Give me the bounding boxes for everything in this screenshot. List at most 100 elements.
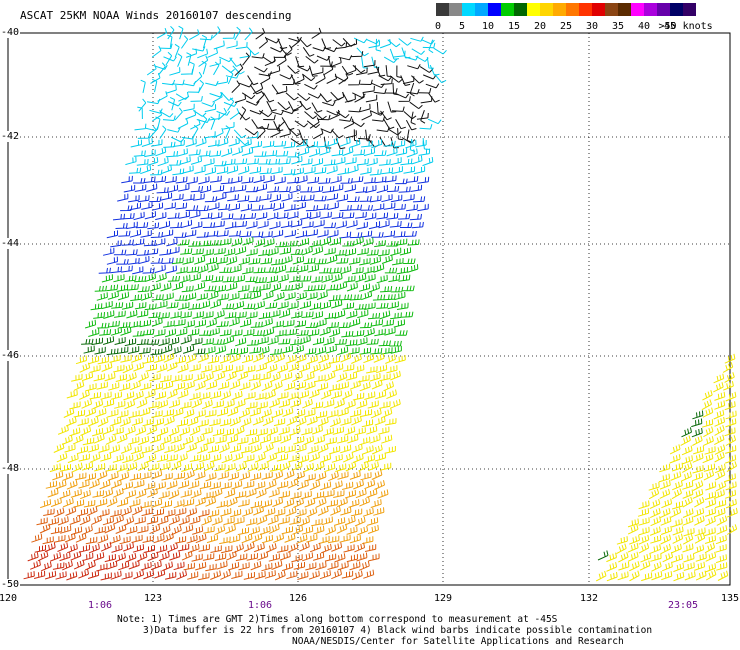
- wind-barb: [146, 248, 159, 255]
- wind-barb: [323, 489, 335, 498]
- wind-barb: [303, 372, 315, 382]
- wind-barb: [202, 311, 214, 319]
- wind-barb: [259, 526, 271, 536]
- wind-barb: [135, 222, 149, 229]
- wind-barb: [147, 551, 159, 562]
- wind-barb: [136, 310, 149, 318]
- wind-barb: [201, 364, 213, 373]
- wind-barb: [143, 176, 156, 184]
- wind-barb: [330, 390, 342, 400]
- wind-barb: [290, 36, 300, 49]
- wind-barb: [228, 138, 240, 147]
- wind-barb: [230, 264, 242, 274]
- wind-barb: [190, 156, 202, 165]
- wind-barb: [91, 515, 102, 526]
- wind-barb: [97, 534, 109, 544]
- wind-barb: [692, 410, 704, 420]
- wind-barb: [353, 479, 364, 490]
- wind-barb: [683, 527, 695, 537]
- wind-barb: [287, 542, 299, 553]
- wind-barb: [31, 533, 43, 543]
- wind-barb: [159, 111, 174, 118]
- wind-barb: [249, 346, 262, 354]
- wind-barb: [125, 489, 137, 499]
- wind-barb: [137, 525, 149, 534]
- wind-barb: [253, 506, 264, 516]
- wind-barb: [428, 39, 434, 54]
- wind-barb: [364, 479, 376, 490]
- wind-barb: [294, 381, 306, 390]
- wind-barb: [204, 196, 218, 203]
- wind-barb: [368, 40, 380, 49]
- wind-barb: [297, 480, 309, 490]
- wind-barb: [671, 500, 684, 510]
- wind-barb: [194, 471, 206, 481]
- wind-barb: [278, 186, 291, 193]
- wind-barb: [311, 185, 324, 193]
- wind-barb: [214, 553, 227, 561]
- wind-barb: [682, 496, 693, 508]
- wind-barb: [196, 292, 208, 301]
- wind-barb: [299, 38, 312, 48]
- wind-barb: [338, 73, 349, 85]
- wind-barb: [283, 44, 293, 58]
- wind-barb: [177, 239, 190, 246]
- wind-barb: [294, 201, 306, 210]
- wind-barb: [208, 327, 220, 337]
- wind-barb: [304, 498, 316, 508]
- wind-barb: [319, 93, 332, 103]
- wind-barb: [341, 570, 354, 579]
- wind-barb: [378, 159, 391, 166]
- wind-barb: [165, 265, 177, 274]
- wind-barb: [197, 353, 209, 363]
- wind-barb: [281, 526, 293, 535]
- wind-barb: [243, 571, 255, 580]
- wind-barb: [313, 219, 325, 228]
- wind-barb: [179, 156, 191, 165]
- wind-barb: [418, 148, 431, 156]
- wind-barb: [189, 210, 201, 219]
- wind-barb: [299, 363, 311, 373]
- wind-barb: [376, 212, 389, 220]
- wind-barb: [124, 425, 136, 436]
- wind-barb: [329, 267, 342, 274]
- wind-barb: [326, 499, 338, 508]
- wind-barb: [161, 257, 174, 264]
- wind-barb: [297, 571, 309, 580]
- wind-barb: [154, 329, 166, 337]
- wind-barb: [713, 382, 724, 393]
- wind-barb: [121, 481, 134, 491]
- wind-barb: [275, 86, 288, 95]
- wind-barb: [162, 561, 173, 572]
- wind-barb: [660, 534, 672, 545]
- wind-barb: [369, 434, 381, 444]
- wind-barb: [239, 408, 251, 419]
- wind-barb: [691, 428, 703, 438]
- wind-barb: [253, 175, 265, 184]
- wind-barb: [304, 380, 316, 391]
- wind-barb: [704, 491, 717, 500]
- wind-barb: [725, 498, 737, 509]
- wind-barb: [45, 480, 58, 489]
- wind-barb: [693, 445, 705, 455]
- wind-barb: [170, 346, 182, 356]
- wind-barb: [333, 91, 345, 102]
- legend-swatch: [670, 3, 683, 16]
- wind-barb: [221, 65, 235, 73]
- wind-barb: [330, 175, 342, 184]
- wind-barb: [189, 425, 201, 436]
- wind-barb: [315, 318, 327, 328]
- wind-barb: [279, 128, 291, 138]
- wind-barb: [374, 150, 387, 157]
- wind-barb: [378, 75, 392, 82]
- wind-barb: [418, 87, 432, 94]
- wind-barb: [168, 399, 180, 409]
- wind-barb: [304, 111, 318, 120]
- wind-barb: [363, 147, 376, 157]
- wind-barb: [618, 561, 630, 571]
- wind-barb: [169, 96, 176, 111]
- wind-barb: [123, 542, 134, 552]
- wind-barb: [344, 489, 357, 499]
- wind-barb: [195, 137, 207, 147]
- wind-barb: [194, 319, 206, 328]
